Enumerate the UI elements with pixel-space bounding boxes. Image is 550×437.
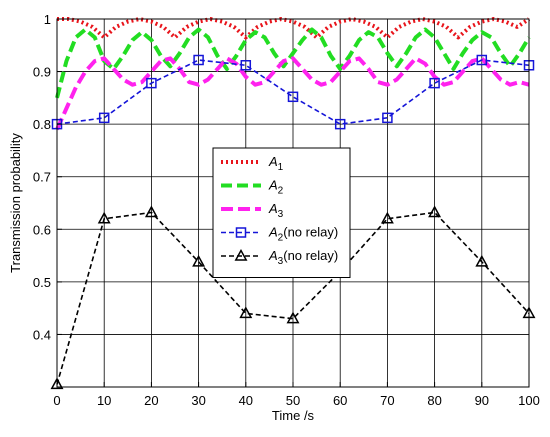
data-point-marker <box>146 77 157 89</box>
series-a1 <box>57 17 531 40</box>
tick-labels: 0 10 20 30 40 50 60 70 80 90 100 0.4 0.5 0.6 0.7 0.8 0.9… <box>33 12 540 408</box>
x-tick-label: 70 <box>380 393 394 408</box>
x-tick-label: 90 <box>475 393 489 408</box>
legend-box <box>212 147 351 278</box>
legend-item: A2 <box>221 178 284 197</box>
axis-ticks <box>56 18 530 387</box>
legend-label: A2(no relay) <box>268 225 338 244</box>
x-tick-label: 0 <box>53 393 60 408</box>
data-point-marker <box>334 118 346 130</box>
x-tick-label: 30 <box>191 393 205 408</box>
y-tick-label: 0.8 <box>33 117 51 132</box>
series-line <box>57 17 531 40</box>
x-tick-label: 80 <box>427 393 441 408</box>
legend-item: A3(no relay) <box>221 248 338 267</box>
y-tick-label: 0.6 <box>33 222 51 237</box>
series-a3 <box>55 56 530 131</box>
data-point-marker <box>428 205 442 218</box>
x-tick-label: 100 <box>518 393 540 408</box>
y-axis-title: Transmission probability <box>8 133 23 273</box>
legend-item: A3 <box>221 201 284 220</box>
series-a2 <box>55 27 531 99</box>
y-tick-label: 1 <box>44 12 51 27</box>
x-tick-label: 60 <box>333 393 347 408</box>
data-point-marker <box>98 112 110 124</box>
x-tick-label: 20 <box>144 393 158 408</box>
y-tick-label: 0.4 <box>33 327 51 342</box>
y-tick-label: 0.7 <box>33 170 51 185</box>
data-point-marker <box>239 306 253 319</box>
legend-marker <box>235 227 247 238</box>
legend-label: A3(no relay) <box>268 248 338 267</box>
legend-label: A1 <box>268 154 284 173</box>
data-point-marker <box>429 77 440 89</box>
series-line <box>55 56 530 131</box>
data-point-marker <box>50 377 64 390</box>
x-tick-label: 10 <box>97 393 111 408</box>
legend-label: A2 <box>268 178 284 197</box>
y-tick-label: 0.9 <box>33 65 51 80</box>
legend: A1 A2 A3 A2(no relay) A3(no relay) <box>212 147 351 278</box>
legend-item: A1 <box>221 154 284 173</box>
series-line <box>55 27 531 99</box>
y-tick-label: 0.5 <box>33 275 51 290</box>
data-point-marker <box>380 211 394 224</box>
data-point-marker <box>476 54 488 66</box>
legend-marker <box>234 248 248 261</box>
data-point-marker <box>193 54 204 66</box>
x-axis-title: Time /s <box>272 408 315 423</box>
series-line <box>56 211 530 385</box>
x-tick-label: 50 <box>286 393 300 408</box>
series-line <box>56 59 530 125</box>
legend-label: A3 <box>268 201 284 220</box>
legend-item: A2(no relay) <box>221 225 338 244</box>
data-point-marker <box>192 254 206 267</box>
data-point-marker <box>240 60 252 71</box>
data-point-marker <box>286 311 300 324</box>
data-point-marker <box>144 205 158 218</box>
x-tick-label: 40 <box>239 393 253 408</box>
data-point-marker <box>475 254 489 267</box>
data-point-marker <box>287 91 299 103</box>
data-point-marker <box>97 211 111 224</box>
data-point-marker <box>382 112 393 124</box>
